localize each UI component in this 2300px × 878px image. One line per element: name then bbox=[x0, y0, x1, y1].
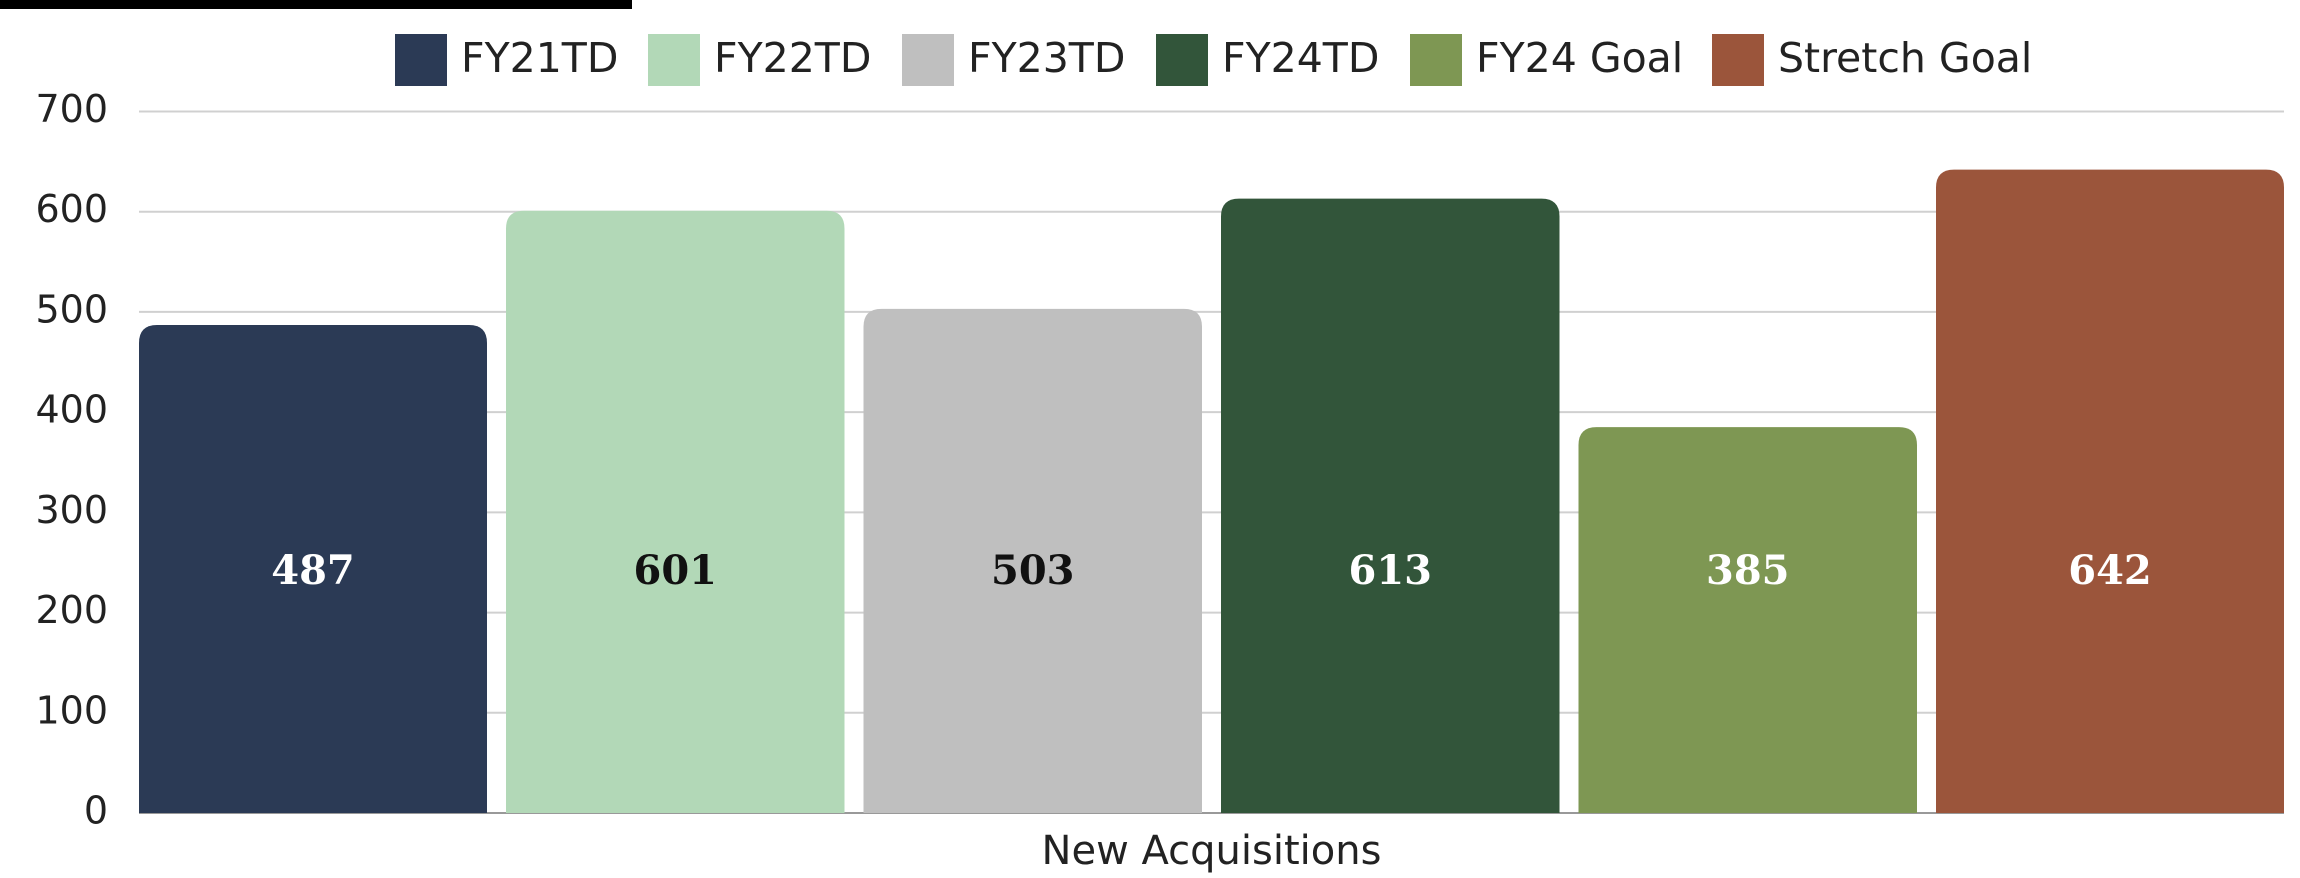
legend-swatch bbox=[1712, 34, 1764, 86]
y-tick-label: 500 bbox=[35, 287, 108, 331]
y-tick-label: 0 bbox=[84, 789, 108, 833]
y-tick-label: 200 bbox=[35, 588, 108, 632]
bar bbox=[506, 210, 845, 813]
decor-bar bbox=[0, 0, 632, 9]
value-label: 642 bbox=[2068, 547, 2152, 594]
bar bbox=[863, 308, 1202, 813]
legend-swatch bbox=[395, 34, 447, 86]
bar bbox=[1221, 198, 1560, 814]
value-label: 613 bbox=[1349, 547, 1433, 594]
legend-label: FY22TD bbox=[714, 34, 871, 82]
legend-label: FY24 Goal bbox=[1476, 34, 1683, 82]
x-axis-label: New Acquisitions bbox=[1042, 828, 1382, 874]
legend-label: FY21TD bbox=[461, 34, 618, 82]
bar bbox=[139, 324, 487, 813]
legend-label: FY24TD bbox=[1222, 34, 1379, 82]
legend-label: Stretch Goal bbox=[1778, 34, 2032, 82]
legend-swatch bbox=[1410, 34, 1462, 86]
legend-label: FY23TD bbox=[968, 34, 1125, 82]
value-label: 601 bbox=[634, 547, 718, 594]
bar bbox=[1578, 427, 1917, 813]
y-tick-label: 700 bbox=[35, 87, 108, 131]
value-label: 487 bbox=[271, 547, 355, 594]
value-label: 385 bbox=[1706, 547, 1790, 594]
y-tick-label: 400 bbox=[35, 388, 108, 432]
legend-swatch bbox=[1156, 34, 1208, 86]
y-tick-label: 300 bbox=[35, 488, 108, 532]
legend-swatch bbox=[648, 34, 700, 86]
y-tick-label: 100 bbox=[35, 688, 108, 732]
y-tick-label: 600 bbox=[35, 187, 108, 231]
legend-swatch bbox=[902, 34, 954, 86]
value-label: 503 bbox=[991, 547, 1075, 594]
bar bbox=[1936, 169, 2284, 814]
